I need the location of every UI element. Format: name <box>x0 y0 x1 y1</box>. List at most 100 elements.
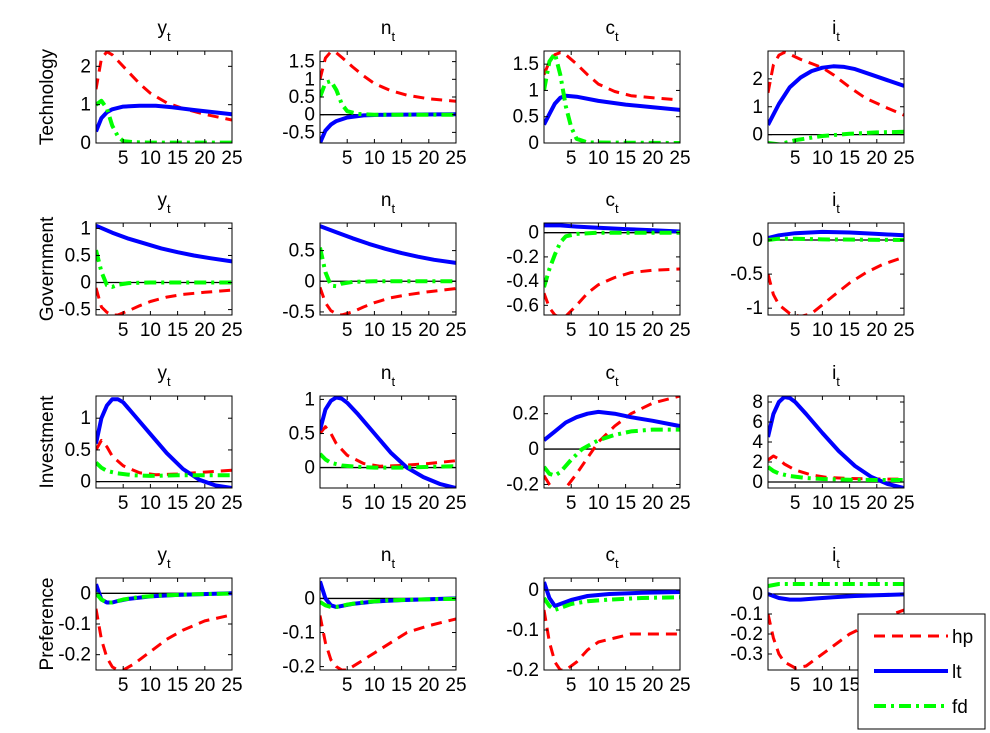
x-tick-label: 10 <box>812 148 833 169</box>
y-tick-label: -0.5 <box>282 302 315 323</box>
y-tick-label: 1 <box>304 69 315 90</box>
y-tick-label: 1 <box>304 389 315 410</box>
series-group <box>96 397 232 488</box>
panel-title-variable: i <box>832 18 836 39</box>
series-line-hp <box>320 51 456 103</box>
series-line-fd <box>96 98 232 143</box>
y-tick-label: 2 <box>752 452 763 473</box>
axes-box <box>95 577 233 671</box>
x-tick-label: 5 <box>790 320 801 341</box>
legend-label-hp: hp <box>952 627 973 648</box>
x-tick-label: 10 <box>140 320 161 341</box>
panel-title-variable: i <box>832 545 836 566</box>
x-tick-label: 25 <box>669 148 690 169</box>
y-tick-label: 0 <box>80 133 91 154</box>
x-tick-label: 15 <box>615 148 636 169</box>
panel-title-variable: n <box>381 363 392 384</box>
y-tick-label: 0 <box>80 472 91 493</box>
panel-investment-n: 5 10 15 20 25 0 0.5 1 nt <box>289 363 467 514</box>
panel-title-variable: c <box>605 190 615 211</box>
y-tick-label: -0.1 <box>58 614 91 635</box>
y-tick-label: 0.2 <box>513 404 539 425</box>
x-tick-label: 5 <box>566 493 577 514</box>
panel-title: it <box>832 363 840 389</box>
y-tick-label: 0 <box>752 230 763 251</box>
x-tick-label: 10 <box>588 148 609 169</box>
x-tick-label: 25 <box>445 148 466 169</box>
y-tick-label: 0 <box>752 584 763 605</box>
y-tick-label: 0 <box>304 271 315 292</box>
x-tick-label: 15 <box>391 675 412 696</box>
panel-title-subscript: t <box>391 201 395 216</box>
series-group <box>320 51 456 143</box>
x-tick-label: 25 <box>445 675 466 696</box>
series-line-lt <box>544 223 680 234</box>
panel-title: yt <box>157 545 171 571</box>
panel-title: ct <box>605 190 619 216</box>
x-tick-label: 25 <box>445 493 466 514</box>
x-tick-label: 5 <box>342 320 353 341</box>
y-tick-label: 0.5 <box>513 107 539 128</box>
series-line-hp <box>96 287 232 315</box>
x-tick-label: 5 <box>118 675 129 696</box>
series-group <box>96 51 232 143</box>
y-tick-label: 0 <box>80 583 91 604</box>
panel-technology-n: 5 10 15 20 25 -0.500.511.5 nt <box>282 18 466 169</box>
series-line-lt <box>96 223 232 264</box>
panel-government-c: 5 10 15 20 25 -0.6 -0.4 -0.2 0 ct <box>506 190 690 341</box>
panel-title-subscript: t <box>167 556 171 571</box>
x-tick-label: 15 <box>839 148 860 169</box>
y-tick-label: 0.5 <box>289 241 315 262</box>
x-tick-label: 15 <box>615 675 636 696</box>
y-tick-label: -0.2 <box>506 247 539 268</box>
x-tick-label: 25 <box>445 320 466 341</box>
x-tick-label: 5 <box>566 148 577 169</box>
x-tick-label: 10 <box>140 493 161 514</box>
series-group <box>96 583 232 670</box>
panel-title-subscript: t <box>836 29 840 44</box>
panel-title-subscript: t <box>615 556 619 571</box>
x-tick-label: 20 <box>642 675 663 696</box>
y-tick-label: -0.3 <box>730 644 763 665</box>
series-group <box>768 229 904 315</box>
x-tick-label: 25 <box>221 675 242 696</box>
y-tick-label: -0.5 <box>58 300 91 321</box>
y-tick-label: 2 <box>80 56 91 77</box>
y-tick-label: -0.1 <box>730 604 763 625</box>
x-tick-label: 15 <box>167 675 188 696</box>
panel-title-variable: y <box>157 363 167 384</box>
panel-title: nt <box>381 190 396 216</box>
x-tick-label: 20 <box>642 148 663 169</box>
y-tick-label: -0.4 <box>506 271 539 292</box>
panel-title-subscript: t <box>615 374 619 389</box>
x-tick-label: 5 <box>342 675 353 696</box>
y-tick-label: 1 <box>80 95 91 116</box>
x-tick-label: 20 <box>418 320 439 341</box>
series-group <box>96 223 232 315</box>
panel-title-variable: i <box>832 363 836 384</box>
x-tick-label: 5 <box>566 675 577 696</box>
x-tick-label: 5 <box>118 320 129 341</box>
y-tick-label: 2 <box>752 69 763 90</box>
panel-title-variable: i <box>832 190 836 211</box>
x-tick-label: 10 <box>364 320 385 341</box>
x-tick-label: 25 <box>893 148 914 169</box>
series-line-fd <box>320 452 456 470</box>
series-group <box>544 581 680 670</box>
axes-box <box>319 395 457 489</box>
y-tick-label: 0 <box>528 580 539 601</box>
panel-title-variable: c <box>605 18 615 39</box>
panel-investment-c: 5 10 15 20 25 -0.2 0 0.2 ct <box>506 363 690 514</box>
y-tick-label: -0.1 <box>282 623 315 644</box>
x-tick-label: 10 <box>364 675 385 696</box>
x-tick-label: 10 <box>140 148 161 169</box>
series-line-hp <box>544 609 680 670</box>
y-tick-label: -0.2 <box>506 660 539 681</box>
panel-title-subscript: t <box>391 556 395 571</box>
x-tick-label: 10 <box>588 320 609 341</box>
y-tick-label: 1 <box>80 218 91 239</box>
series-line-hp <box>96 608 232 670</box>
panel-title-variable: y <box>157 190 167 211</box>
x-tick-label: 10 <box>812 493 833 514</box>
y-tick-label: -0.2 <box>730 624 763 645</box>
